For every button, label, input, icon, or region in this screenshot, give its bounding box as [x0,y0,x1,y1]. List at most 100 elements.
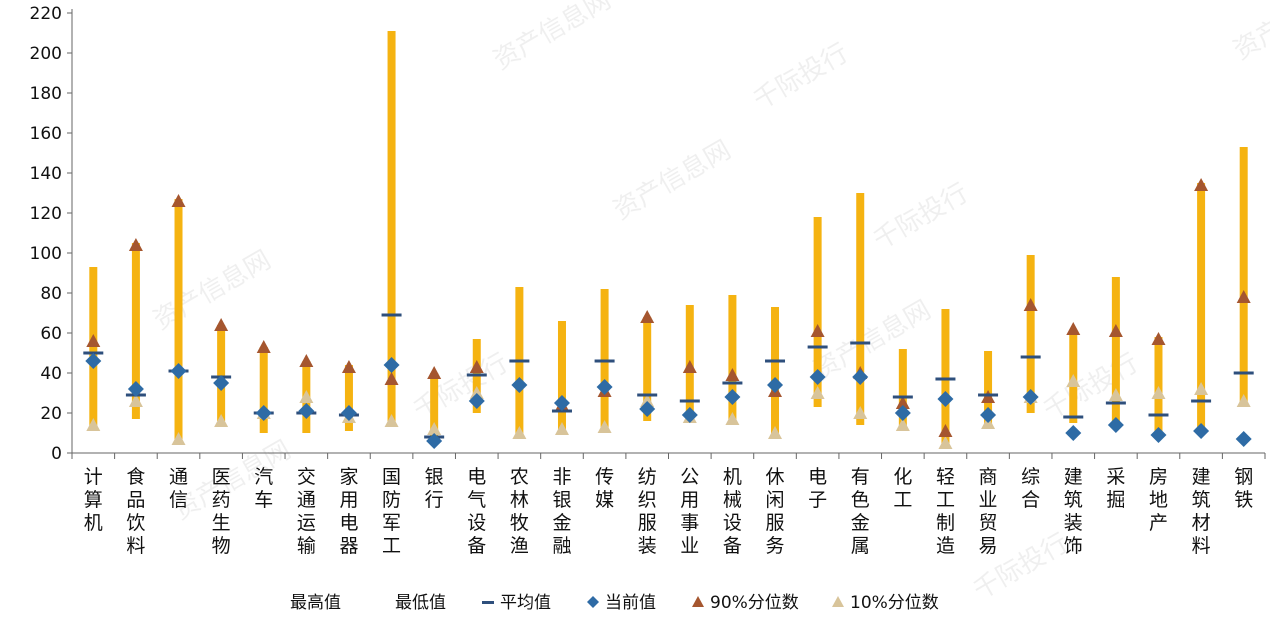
y-tick-label: 0 [51,444,62,464]
p90-marker [1151,332,1166,345]
x-tick-label: 计算机 [84,466,103,534]
x-tick-label: 交通运输 [297,466,316,557]
p10-marker [895,418,910,431]
p90-marker [640,310,655,323]
range-bar [1197,183,1206,433]
p10-marker [86,418,101,431]
x-tick-label: 综合 [1021,466,1040,511]
current-marker [1022,389,1039,405]
p10-marker [853,406,868,419]
x-tick-label: 采掘 [1106,466,1125,511]
y-tick-label: 220 [30,4,62,24]
mean-marker [1063,415,1084,419]
current-marker [596,379,613,395]
range-bar [941,309,950,445]
p10-marker [597,420,612,433]
range-bar [771,307,780,437]
mean-marker [1233,371,1254,375]
p90-marker [384,372,399,385]
y-tick-label: 160 [30,124,62,144]
p90-marker [427,366,442,379]
p90-marker [810,324,825,337]
current-marker [213,375,230,391]
y-tick-label: 140 [30,164,62,184]
p90-marker [469,360,484,373]
x-tick-label: 传媒 [595,466,614,511]
p10-marker [427,422,442,435]
y-tick-label: 100 [30,244,62,264]
x-tick-label: 机械设备 [723,466,742,557]
legend-item: 最高值 [290,593,341,613]
x-tick-label: 轻工制造 [936,466,955,557]
legend-item: 最低值 [395,593,446,613]
range-bar [728,295,737,425]
watermark-text: 资产信息网 [809,295,937,386]
range-bar [89,267,98,429]
legend-current-icon [587,596,599,608]
p10-marker [299,390,314,403]
mean-marker [594,359,615,363]
mean-marker [509,359,530,363]
p10-marker [938,436,953,449]
legend-label: 10%分位数 [850,593,939,613]
mean-marker [637,393,658,397]
p90-marker [341,360,356,373]
current-marker [383,357,400,373]
current-marker [681,407,698,423]
range-bar [174,199,183,441]
watermark-text: 千际投行 [1039,348,1144,426]
p10-marker [128,394,143,407]
legend-label: 平均值 [500,593,551,613]
p90-marker [1066,322,1081,335]
legend-p10-icon [832,596,844,607]
legend-item: 当前值 [587,593,656,613]
mean-marker [892,395,913,399]
current-marker [127,381,144,397]
x-tick-label: 银行 [425,466,444,511]
x-tick-label: 商业贸易 [979,466,998,557]
p90-marker [938,424,953,437]
range-bar [1111,277,1120,427]
current-marker [298,403,315,419]
x-tick-label: 钢铁 [1234,466,1253,511]
range-bar [217,325,226,421]
x-tick-label: 公用事业 [680,466,699,557]
x-tick-label: 农林牧渔 [510,466,529,557]
markers [83,178,1254,449]
p90-marker [171,194,186,207]
current-marker [340,405,357,421]
x-axis: 计算机 食品饮料 通信 医药生物 汽车 交通运输 家用电器 国防军工 银行 电气设备 农林牧渔 非银金… [71,452,1266,557]
p90-marker [682,360,697,373]
mean-marker [381,313,402,317]
legend-item: 平均值 [482,593,551,613]
x-tick-label: 化工 [893,466,912,511]
mean-marker [765,359,786,363]
mean-marker [1105,401,1126,405]
range-bar [1026,255,1035,413]
y-tick-label: 80 [40,284,62,304]
legend-item: 90%分位数 [692,593,799,613]
x-tick-label: 休闲服务 [766,466,785,557]
current-marker [724,389,741,405]
y-tick-label: 40 [40,364,62,384]
mean-marker [935,377,956,381]
legend-p90-icon [692,596,704,607]
current-marker [511,377,528,393]
current-marker [980,407,997,423]
x-tick-label: 汽车 [254,466,273,511]
mean-marker [1148,413,1169,417]
x-tick-label: 通信 [169,466,188,511]
current-marker [1065,425,1082,441]
y-tick-label: 60 [40,324,62,344]
p10-marker [171,432,186,445]
range-bar [856,193,865,425]
y-tick-label: 180 [30,84,62,104]
x-tick-label: 建筑材料 [1192,466,1211,557]
current-marker [767,377,784,393]
range-bar [643,317,652,421]
p10-marker [214,414,229,427]
p10-marker [554,422,569,435]
legend-label: 最低值 [395,593,446,613]
p10-marker [1108,388,1123,401]
p10-marker [640,394,655,407]
